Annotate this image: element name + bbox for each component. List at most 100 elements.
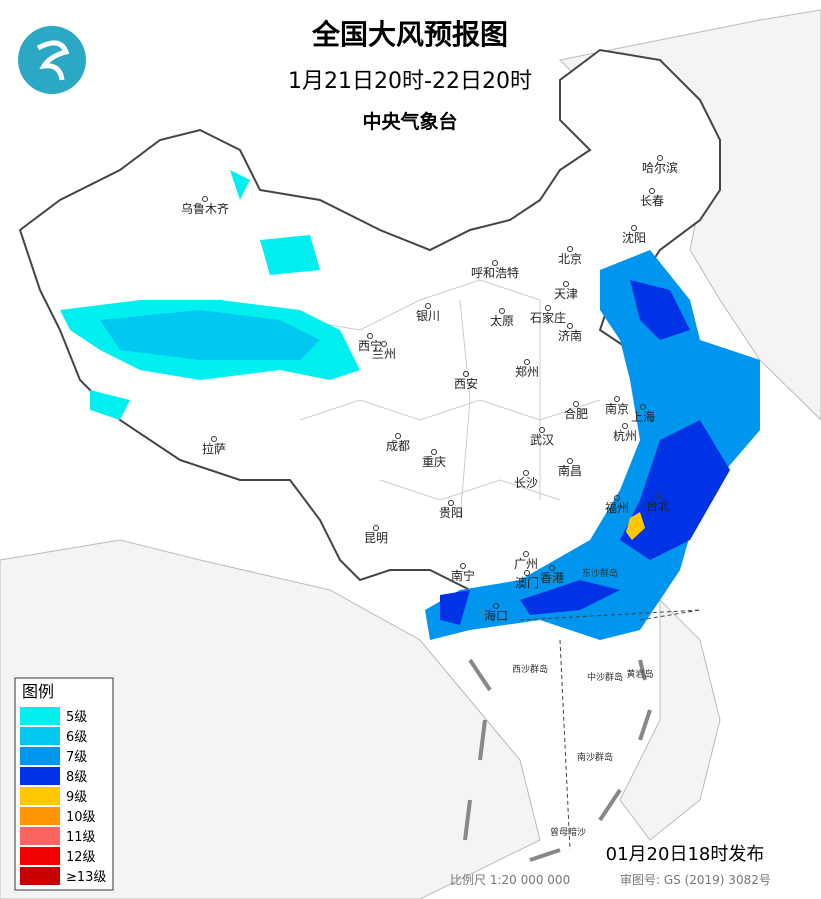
legend-label: 5级 <box>66 710 87 725</box>
city-dot <box>460 563 466 569</box>
city-dot <box>539 427 545 433</box>
scale: 比例尺 1:20 000 000 <box>450 873 570 887</box>
city-label: 武汉 <box>530 433 554 447</box>
city-dot <box>614 396 620 402</box>
city-dot <box>425 303 431 309</box>
city-label: 太原 <box>490 313 514 328</box>
city-label: 西安 <box>454 376 478 391</box>
city-label: 成都 <box>386 439 410 453</box>
city-dot <box>631 225 637 231</box>
legend-label: ≥13级 <box>66 870 106 885</box>
approval-number: 审图号: GS (2019) 3082号 <box>620 872 771 887</box>
city-label: 台北 <box>646 498 670 513</box>
island-label: 西沙群岛 <box>512 663 548 675</box>
city-label: 长春 <box>640 194 664 208</box>
city-label: 合肥 <box>564 406 588 421</box>
legend-label: 10级 <box>66 810 96 825</box>
city-label: 西宁 <box>358 338 382 353</box>
city-dot <box>211 436 217 442</box>
nine-dash-line <box>463 658 652 862</box>
city-dot <box>523 470 529 476</box>
city-dot <box>567 246 573 252</box>
legend-swatch <box>20 867 60 885</box>
city-dot <box>614 495 620 501</box>
province-borders <box>219 279 601 521</box>
legend-swatch <box>20 747 60 765</box>
city-dot <box>573 401 579 407</box>
city-label: 呼和浩特 <box>471 265 519 280</box>
city-dot <box>395 433 401 439</box>
city-label: 贵阳 <box>439 506 463 520</box>
city-dot <box>640 404 646 410</box>
island-label: 南沙群岛 <box>577 751 613 763</box>
city-label: 银川 <box>416 309 440 323</box>
city-dot <box>657 155 663 161</box>
island-label: 黄岩岛 <box>626 668 653 680</box>
city-label: 广州 <box>514 557 538 571</box>
legend-swatch <box>20 807 60 825</box>
legend-swatch <box>20 787 60 805</box>
logo-mark <box>36 40 70 81</box>
city-label: 沈阳 <box>622 230 646 245</box>
city-label: 香港 <box>540 571 564 585</box>
city-dot <box>499 308 505 314</box>
legend: 5级 6级 7级 8级 9级 10级 11级 12级 ≥13级 <box>20 707 106 885</box>
island-label: 东沙群岛 <box>582 567 618 579</box>
city-dot <box>567 458 573 464</box>
city-dot <box>622 423 628 429</box>
legend-label: 11级 <box>66 830 96 845</box>
neighbor-land <box>0 539 541 899</box>
legend-swatch <box>20 847 60 865</box>
city-label: 澳门 <box>515 575 539 590</box>
city-label: 海口 <box>484 608 508 623</box>
city-label: 南昌 <box>558 463 582 478</box>
city-dot <box>524 570 530 576</box>
city-label: 北京 <box>558 252 582 266</box>
legend-swatch <box>20 727 60 745</box>
city-label: 长沙 <box>514 476 538 490</box>
city-label: 昆明 <box>364 531 388 545</box>
legend-label: 7级 <box>66 750 87 765</box>
city-label: 济南 <box>558 328 582 343</box>
wind-areas <box>60 170 760 640</box>
subtitle: 1月21日20时-22日20时 <box>288 69 532 94</box>
city-dot <box>523 551 529 557</box>
legend-label: 6级 <box>66 730 87 745</box>
legend-swatch <box>20 827 60 845</box>
city-label: 兰州 <box>372 347 396 361</box>
legend-swatch <box>20 767 60 785</box>
city-dot <box>367 333 373 339</box>
city-dot <box>655 493 661 499</box>
legend-label: 12级 <box>66 850 96 865</box>
city-dot <box>381 341 387 347</box>
title: 全国大风预报图 <box>311 18 508 51</box>
city-label: 重庆 <box>422 455 446 469</box>
legend-label: 9级 <box>66 790 87 805</box>
city-dot <box>492 260 498 266</box>
city-label: 拉萨 <box>202 441 226 456</box>
city-dot <box>567 323 573 329</box>
city-label: 杭州 <box>613 428 637 443</box>
city-label: 南宁 <box>451 568 475 583</box>
legend-swatch <box>20 707 60 725</box>
city-dot <box>545 305 551 311</box>
city-label: 乌鲁木齐 <box>181 201 229 216</box>
city-label: 石家庄 <box>530 310 566 325</box>
neighbor-land <box>619 598 721 841</box>
legend-title: 图例 <box>22 682 54 701</box>
city-dot <box>524 359 530 365</box>
city-dot <box>431 449 437 455</box>
city-dot <box>649 188 655 194</box>
city-label: 郑州 <box>515 364 539 379</box>
release-time: 01月20日18时发布 <box>606 844 765 865</box>
city-dot <box>448 500 454 506</box>
legend-label: 8级 <box>66 770 87 785</box>
city-label: 上海 <box>631 409 655 424</box>
area-6 <box>100 310 320 360</box>
city-dot <box>373 525 379 531</box>
city-label: 福州 <box>605 500 629 515</box>
city-dot <box>202 196 208 202</box>
